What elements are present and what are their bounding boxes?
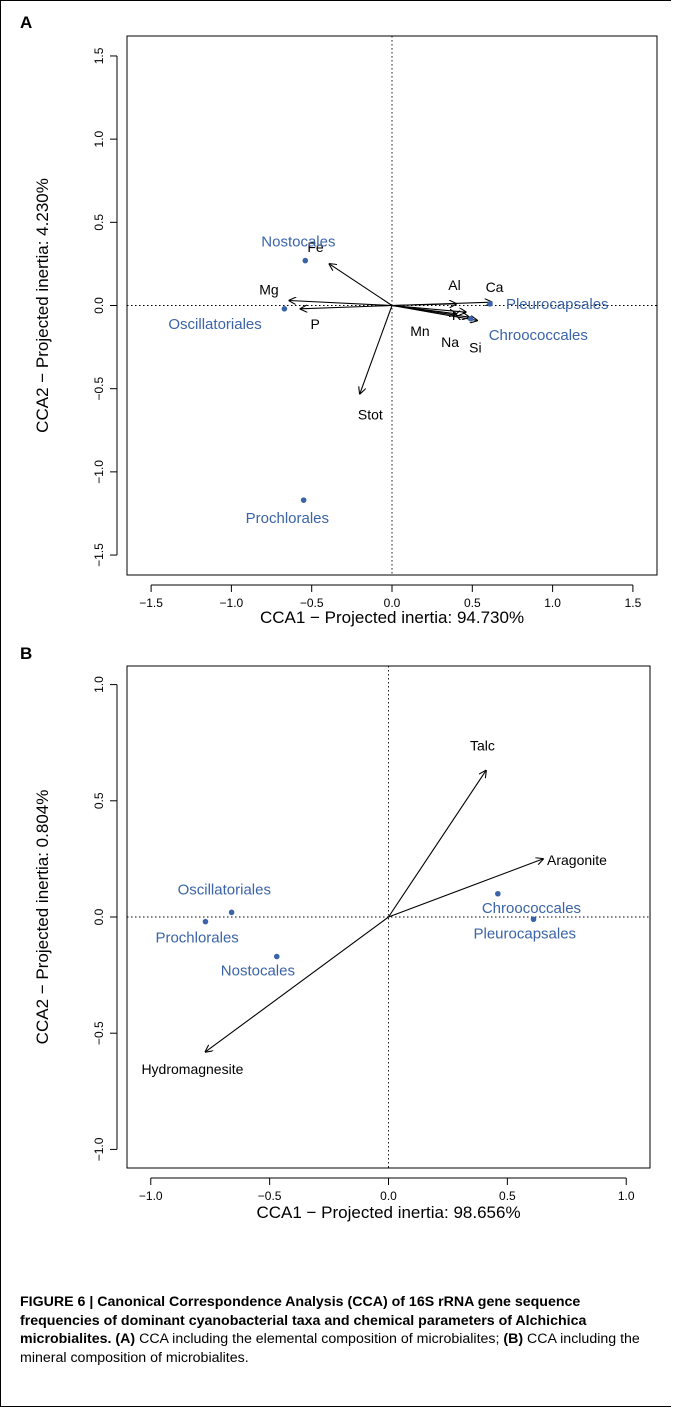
panel-a-arrow-mg: [289, 301, 393, 307]
panel-a-x-tick-label: 1.0: [544, 596, 561, 610]
panel-b-y-tick-label: 0.0: [92, 908, 106, 925]
caption-title: FIGURE 6 | Canonical Correspondence Anal…: [20, 1294, 587, 1347]
panel-b-point-label-chroococcales: Chroococcales: [482, 900, 581, 917]
panel-b-arrow-talc: [388, 771, 486, 918]
panel-b-point-label-nostocales: Nostocales: [221, 963, 295, 980]
panel-a-point-oscillatoriales: [281, 306, 288, 312]
panel-b-x-tick-label: 0.5: [499, 1189, 516, 1203]
panel-a-point-label-chroococcales: Chroococcales: [489, 327, 588, 344]
panel-a-y-tick-label: 0.5: [92, 214, 106, 231]
panel-a-point-label-prochlorales: Prochlorales: [246, 510, 329, 527]
panel-b-y-tick-label: −0.5: [92, 1021, 106, 1045]
panel-b-y-axis-label: CCA2 − Projected inertia: 0.804%: [33, 790, 52, 1045]
panel-a-point-nostocales: [302, 257, 309, 264]
panel-a-arrow-label-mn: Mn: [410, 323, 429, 339]
panel-a-point-pleurocapsales: [487, 301, 493, 307]
panel-a-arrow-p: [300, 306, 393, 309]
panel-b-point-label-prochlorales: Prochlorales: [155, 930, 238, 947]
panel-a-arrow-label-si: Si: [469, 339, 481, 355]
panel-b-y-tick-label: 1.0: [92, 676, 106, 693]
panel-a-x-tick-label: −0.5: [300, 596, 324, 610]
panel-a-arrow-ca: [391, 302, 492, 305]
panel-a-arrow-fe: [329, 264, 393, 306]
panel-a-y-tick-label: −0.5: [92, 377, 106, 401]
panel-a-arrow-label-p: P: [310, 316, 319, 332]
panel-a-point-label-pleurocapsales: Pleurocapsales: [506, 296, 609, 313]
panel-b-x-tick-label: 0.0: [380, 1189, 397, 1203]
panel-b-point-oscillatoriales: [228, 909, 235, 916]
panel-b-point-pleurocapsales: [530, 916, 537, 923]
panel-a-arrow-label-stot: Stot: [358, 407, 383, 423]
panel-b-point-label-oscillatoriales: Oscillatoriales: [178, 881, 271, 898]
panel-a-y-tick-label: 0.0: [92, 297, 106, 314]
panel-a-point-label-oscillatoriales: Oscillatoriales: [168, 316, 261, 333]
panel-a-arrow-stot: [360, 305, 393, 394]
panel-a-x-axis-label: CCA1 − Projected inertia: 94.730%: [260, 608, 524, 627]
panel-b-arrow-hydromagnesite: [205, 916, 389, 1052]
panel-a-point-label-nostocales: Nostocales: [261, 234, 335, 251]
panel-b-y-tick-label: −1.0: [92, 1137, 106, 1161]
caption-text-b: CCA including the mineral composition of…: [20, 1331, 640, 1366]
panel-a-point-prochlorales: [300, 497, 307, 503]
panel-b-arrow-label-aragonite: Aragonite: [547, 852, 607, 868]
panel-a-arrow-label-mg: Mg: [259, 282, 278, 298]
panel-b-point-chroococcales: [495, 890, 501, 897]
panel-a-point-chroococcales: [467, 316, 474, 322]
panel-b-arrow-aragonite: [388, 859, 544, 918]
panel-b-arrow-label-talc: Talc: [470, 738, 495, 754]
figure-caption: FIGURE 6 | Canonical Correspondence Anal…: [20, 1293, 650, 1367]
panel-b-point-label-pleurocapsales: Pleurocapsales: [474, 925, 577, 942]
panel-a-arrow-si: [391, 304, 477, 321]
panel-b-letter: B: [20, 644, 32, 663]
panel-b-point-nostocales: [273, 953, 280, 960]
figure-canvas: A −1.5 −1.0 −0.5 0.0 0.5 1.0 1.5 −1.5 −1.0 −0.5 0.0…: [20, 13, 658, 1222]
panel-b-x-tick-label: 1.0: [618, 1189, 635, 1203]
caption-text-a: CCA including the elemental composition …: [135, 1331, 504, 1347]
panel-a-letter: A: [20, 13, 32, 32]
panel-a-arrow-label-na: Na: [441, 334, 459, 350]
panel-a-y-tick-label: 1.5: [92, 47, 106, 64]
panel-a-x-tick-label: −1.5: [139, 596, 163, 610]
panel-a-y-tick-label: 1.0: [92, 130, 106, 147]
panel-b-arrow-label-hydromagnesite: Hydromagnesite: [141, 1061, 243, 1077]
panel-b-chart: B −1.0 −0.5 0.0 0.5 1.0 −1.0 −0.5 0.0 0.5 1.0 CCA1 …: [20, 644, 651, 1222]
panel-a-arrow-label-ca: Ca: [486, 279, 504, 295]
panel-a-y-tick-label: −1.0: [92, 460, 106, 484]
panel-a-x-tick-label: −1.0: [220, 596, 244, 610]
panel-a-arrow-label-al: Al: [448, 277, 460, 293]
panel-a-x-tick-label: 1.5: [625, 596, 642, 610]
panel-a-chart: A −1.5 −1.0 −0.5 0.0 0.5 1.0 1.5 −1.5 −1.0 −0.5 0.0…: [20, 13, 658, 627]
panel-a-x-tick-label: 0.0: [384, 596, 401, 610]
panel-a-y-axis-label: CCA2 − Projected inertia: 4.230%: [33, 178, 52, 433]
panel-b-x-tick-label: −1.0: [139, 1189, 163, 1203]
caption-ref-a: (A): [115, 1331, 136, 1347]
panel-b-x-tick-label: −0.5: [258, 1189, 282, 1203]
panel-a-arrow-label-fe: Fe: [307, 239, 324, 255]
caption-ref-b: (B): [503, 1331, 524, 1347]
panel-a-y-tick-label: −1.5: [92, 543, 106, 567]
panel-b-x-axis-label: CCA1 − Projected inertia: 98.656%: [256, 1203, 520, 1222]
panel-b-y-tick-label: 0.5: [92, 792, 106, 809]
panel-b-point-prochlorales: [202, 918, 209, 925]
panel-a-x-tick-label: 0.5: [464, 596, 481, 610]
